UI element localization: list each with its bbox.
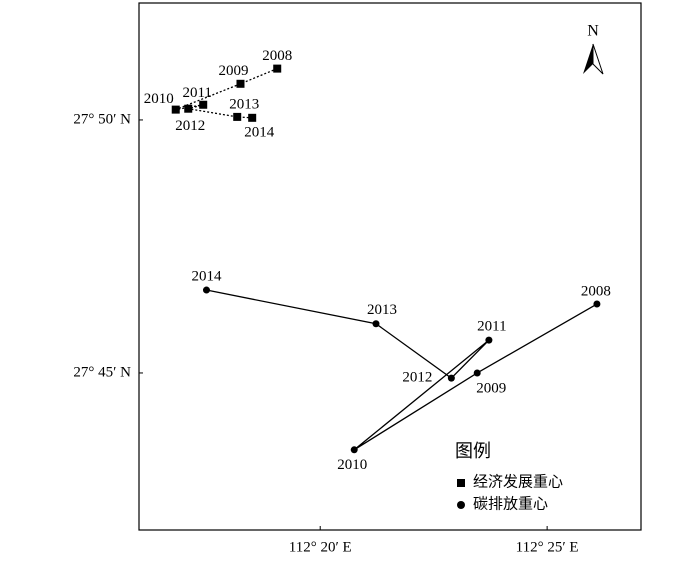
point-label: 2008	[581, 283, 611, 299]
north-label: N	[587, 23, 599, 40]
legend-label: 经济发展重心	[473, 473, 563, 490]
point-label: 2014	[244, 124, 275, 140]
point-label: 2014	[191, 268, 222, 284]
north-arrow-right	[592, 43, 604, 75]
north-arrow-left	[583, 44, 593, 74]
point	[236, 79, 245, 88]
point	[473, 369, 481, 377]
north-arrow: N	[583, 23, 604, 75]
legend-label: 碳排放重心	[473, 495, 548, 512]
point	[202, 286, 210, 294]
point	[350, 446, 358, 454]
point-label: 2011	[182, 85, 211, 101]
legend-title: 图例	[455, 441, 491, 461]
point	[447, 374, 455, 382]
point-label: 2008	[262, 48, 292, 64]
point-label: 2009	[218, 63, 248, 79]
point	[184, 104, 193, 113]
point	[171, 105, 180, 114]
point-label: 2012	[175, 118, 205, 134]
point-label: 2009	[476, 380, 506, 396]
x-tick-label: 112° 25′ E	[516, 539, 579, 555]
point-label: 2013	[367, 302, 397, 318]
point	[233, 112, 242, 121]
point	[372, 320, 380, 328]
y-tick-label: 27° 50′ N	[73, 111, 131, 127]
point	[593, 300, 601, 308]
point	[485, 336, 493, 344]
x-tick-label: 112° 20′ E	[289, 539, 352, 555]
legend-marker	[457, 479, 465, 487]
point	[273, 64, 282, 73]
point	[248, 113, 257, 122]
plot-frame	[138, 2, 642, 531]
point-label: 2012	[402, 370, 432, 386]
point-label: 2010	[144, 91, 174, 107]
point-label: 2013	[229, 96, 259, 112]
point-label: 2011	[477, 319, 506, 335]
point	[199, 100, 208, 109]
legend-marker	[457, 501, 465, 509]
point-label: 2010	[337, 457, 367, 473]
y-tick-label: 27° 45′ N	[73, 364, 131, 380]
